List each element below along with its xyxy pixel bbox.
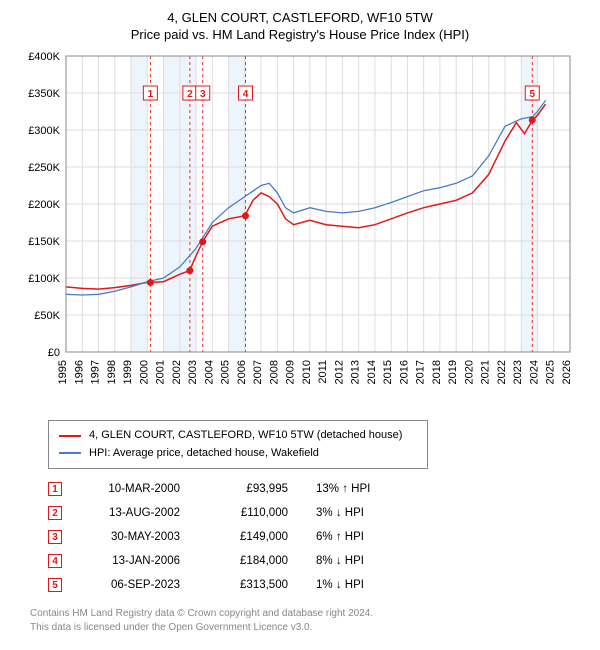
svg-text:2024: 2024 bbox=[528, 360, 540, 384]
svg-text:2011: 2011 bbox=[317, 360, 329, 384]
legend-item: HPI: Average price, detached house, Wake… bbox=[59, 445, 417, 463]
svg-text:1997: 1997 bbox=[90, 360, 102, 384]
svg-text:2014: 2014 bbox=[366, 360, 378, 384]
svg-text:£100K: £100K bbox=[28, 273, 60, 285]
svg-text:2022: 2022 bbox=[496, 360, 508, 384]
svg-text:1998: 1998 bbox=[106, 360, 118, 384]
svg-text:2005: 2005 bbox=[220, 360, 232, 384]
svg-text:5: 5 bbox=[530, 89, 536, 100]
svg-text:2018: 2018 bbox=[431, 360, 443, 384]
transaction-row: 2 13-AUG-2002 £110,000 3% ↓ HPI bbox=[48, 501, 582, 525]
legend-item: 4, GLEN COURT, CASTLEFORD, WF10 5TW (det… bbox=[59, 427, 417, 445]
credit-line2: This data is licensed under the Open Gov… bbox=[30, 621, 582, 635]
transaction-row: 4 13-JAN-2006 £184,000 8% ↓ HPI bbox=[48, 549, 582, 573]
transaction-price: £313,500 bbox=[208, 579, 288, 591]
svg-text:2001: 2001 bbox=[155, 360, 167, 384]
transaction-diff: 13% ↑ HPI bbox=[316, 483, 396, 495]
transaction-marker: 5 bbox=[48, 578, 62, 592]
transaction-diff: 1% ↓ HPI bbox=[316, 579, 396, 591]
svg-text:2012: 2012 bbox=[333, 360, 345, 384]
credit-text: Contains HM Land Registry data © Crown c… bbox=[30, 607, 582, 635]
transaction-marker: 2 bbox=[48, 506, 62, 520]
svg-text:2007: 2007 bbox=[252, 360, 264, 384]
svg-text:2002: 2002 bbox=[171, 360, 183, 384]
svg-text:2006: 2006 bbox=[236, 360, 248, 384]
transaction-marker: 1 bbox=[48, 482, 62, 496]
svg-text:2013: 2013 bbox=[350, 360, 362, 384]
svg-text:3: 3 bbox=[200, 89, 206, 100]
svg-text:£0: £0 bbox=[48, 347, 60, 359]
transaction-diff: 8% ↓ HPI bbox=[316, 555, 396, 567]
svg-text:1: 1 bbox=[148, 89, 154, 100]
svg-text:2: 2 bbox=[187, 89, 193, 100]
transactions-table: 1 10-MAR-2000 £93,995 13% ↑ HPI 2 13-AUG-2002… bbox=[48, 477, 582, 597]
svg-text:4: 4 bbox=[243, 89, 249, 100]
price-chart: £0 £50K £100K £150K £200K £250K £300K £350K £400… bbox=[22, 50, 578, 410]
transaction-price: £110,000 bbox=[208, 507, 288, 519]
svg-text:£400K: £400K bbox=[28, 51, 60, 63]
svg-text:£250K: £250K bbox=[28, 162, 60, 174]
legend-label: 4, GLEN COURT, CASTLEFORD, WF10 5TW (det… bbox=[89, 427, 402, 445]
svg-text:2020: 2020 bbox=[463, 360, 475, 384]
chart-title-line2: Price paid vs. HM Land Registry's House … bbox=[18, 27, 582, 42]
svg-text:£300K: £300K bbox=[28, 125, 60, 137]
svg-text:1996: 1996 bbox=[73, 360, 85, 384]
svg-text:2019: 2019 bbox=[447, 360, 459, 384]
svg-text:£50K: £50K bbox=[34, 310, 60, 322]
transaction-date: 13-JAN-2006 bbox=[90, 555, 180, 567]
svg-text:2008: 2008 bbox=[268, 360, 280, 384]
transaction-marker: 4 bbox=[48, 554, 62, 568]
chart-title-line1: 4, GLEN COURT, CASTLEFORD, WF10 5TW bbox=[18, 10, 582, 25]
svg-text:2015: 2015 bbox=[382, 360, 394, 384]
svg-text:2025: 2025 bbox=[545, 360, 557, 384]
legend-label: HPI: Average price, detached house, Wake… bbox=[89, 445, 319, 463]
transaction-price: £93,995 bbox=[208, 483, 288, 495]
transaction-diff: 3% ↓ HPI bbox=[316, 507, 396, 519]
credit-line1: Contains HM Land Registry data © Crown c… bbox=[30, 607, 582, 621]
svg-text:2016: 2016 bbox=[398, 360, 410, 384]
svg-text:£150K: £150K bbox=[28, 236, 60, 248]
transaction-row: 3 30-MAY-2003 £149,000 6% ↑ HPI bbox=[48, 525, 582, 549]
chart-svg: £0 £50K £100K £150K £200K £250K £300K £350K £400… bbox=[22, 50, 578, 410]
svg-text:2000: 2000 bbox=[138, 360, 150, 384]
svg-text:2003: 2003 bbox=[187, 360, 199, 384]
svg-text:1999: 1999 bbox=[122, 360, 134, 384]
transaction-date: 06-SEP-2023 bbox=[90, 579, 180, 591]
svg-text:1995: 1995 bbox=[57, 360, 69, 384]
svg-text:£350K: £350K bbox=[28, 88, 60, 100]
svg-text:2017: 2017 bbox=[415, 360, 427, 384]
svg-text:2010: 2010 bbox=[301, 360, 313, 384]
transaction-row: 5 06-SEP-2023 £313,500 1% ↓ HPI bbox=[48, 573, 582, 597]
svg-text:2009: 2009 bbox=[285, 360, 297, 384]
transaction-marker: 3 bbox=[48, 530, 62, 544]
transaction-diff: 6% ↑ HPI bbox=[316, 531, 396, 543]
legend-swatch bbox=[59, 435, 81, 437]
transaction-date: 13-AUG-2002 bbox=[90, 507, 180, 519]
svg-text:2004: 2004 bbox=[203, 360, 215, 384]
transaction-date: 30-MAY-2003 bbox=[90, 531, 180, 543]
transaction-price: £184,000 bbox=[208, 555, 288, 567]
transaction-price: £149,000 bbox=[208, 531, 288, 543]
transaction-date: 10-MAR-2000 bbox=[90, 483, 180, 495]
svg-text:2021: 2021 bbox=[480, 360, 492, 384]
legend-swatch bbox=[59, 452, 81, 454]
svg-text:2026: 2026 bbox=[561, 360, 573, 384]
svg-text:£200K: £200K bbox=[28, 199, 60, 211]
transaction-row: 1 10-MAR-2000 £93,995 13% ↑ HPI bbox=[48, 477, 582, 501]
svg-text:2023: 2023 bbox=[512, 360, 524, 384]
chart-legend: 4, GLEN COURT, CASTLEFORD, WF10 5TW (det… bbox=[48, 420, 428, 469]
